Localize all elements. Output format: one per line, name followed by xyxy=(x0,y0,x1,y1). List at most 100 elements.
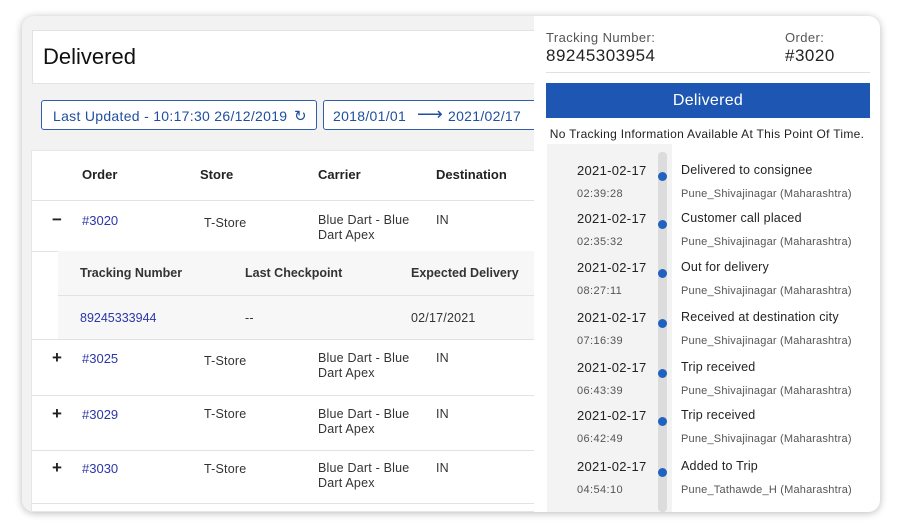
status-banner: Delivered xyxy=(546,83,870,118)
event-status: Added to Trip xyxy=(681,459,758,473)
no-tracking-notice: No Tracking Information Available At Thi… xyxy=(549,127,865,141)
event-status: Customer call placed xyxy=(681,211,802,225)
event-location: Pune_Shivajinagar (Maharashtra) xyxy=(681,285,852,297)
tracking-panel: Tracking Number: 89245303954 Order: #302… xyxy=(534,16,880,512)
event-status: Out for delivery xyxy=(681,260,769,274)
store-cell: T-Store xyxy=(204,462,247,476)
last-checkpoint-cell: -- xyxy=(245,311,254,325)
column-header-order: Order xyxy=(82,167,118,182)
last-updated-label: Last Updated - 10:17:30 26/12/2019 xyxy=(53,108,288,124)
event-time: 08:27:11 xyxy=(577,285,623,297)
timeline-track xyxy=(658,152,667,512)
column-header-destination: Destination xyxy=(436,167,507,182)
store-cell: T-Store xyxy=(204,407,247,421)
store-cell: T-Store xyxy=(204,216,247,230)
event-location: Pune_Shivajinagar (Maharashtra) xyxy=(681,188,852,200)
divider xyxy=(32,395,542,396)
event-date: 2021-02-17 xyxy=(577,260,647,275)
carrier-cell: Blue Dart - Blue Dart Apex xyxy=(318,461,410,490)
timeline-event: 2021-02-17 02:39:28 Delivered to consign… xyxy=(534,163,880,211)
divider xyxy=(32,339,542,340)
event-status: Received at destination city xyxy=(681,310,839,324)
subcolumn-header-expected-delivery: Expected Delivery xyxy=(411,266,519,280)
timeline-event: 2021-02-17 06:43:39 Trip received Pune_S… xyxy=(534,360,880,408)
order-link[interactable]: #3030 xyxy=(82,461,119,476)
event-time: 06:43:39 xyxy=(577,385,624,397)
expected-delivery-cell: 02/17/2021 xyxy=(411,311,476,325)
event-time: 02:35:32 xyxy=(577,236,624,248)
expand-icon[interactable]: + xyxy=(52,458,62,477)
timeline-dot-icon xyxy=(658,319,667,328)
tracking-number-value: 89245303954 xyxy=(546,46,656,65)
order-value: #3020 xyxy=(785,46,835,65)
divider xyxy=(32,200,542,201)
event-time: 02:39:28 xyxy=(577,188,624,200)
event-time: 04:54:10 xyxy=(577,484,624,496)
event-location: Pune_Shivajinagar (Maharashtra) xyxy=(681,236,852,248)
column-header-carrier: Carrier xyxy=(318,167,361,182)
orders-pane: Delivered Last Updated - 10:17:30 26/12/… xyxy=(22,16,554,512)
event-date: 2021-02-17 xyxy=(577,408,647,423)
event-time: 06:42:49 xyxy=(577,433,624,445)
destination-cell: IN xyxy=(436,407,449,421)
carrier-cell: Blue Dart - Blue Dart Apex xyxy=(318,351,410,380)
divider xyxy=(546,72,870,73)
date-from[interactable]: 2018/01/01 xyxy=(333,108,407,124)
carrier-cell: Blue Dart - Blue Dart Apex xyxy=(318,213,410,242)
order-link[interactable]: #3029 xyxy=(82,407,119,422)
expand-icon[interactable]: + xyxy=(52,348,62,367)
orders-table: Order Store Carrier Destination − #3020 … xyxy=(31,150,543,512)
event-location: Pune_Shivajinagar (Maharashtra) xyxy=(681,335,852,347)
timeline-date-column xyxy=(547,144,672,512)
tracking-number-link[interactable]: 89245333944 xyxy=(80,311,157,325)
timeline-event: 2021-02-17 07:16:39 Received at destinat… xyxy=(534,310,880,358)
event-location: Pune_Shivajinagar (Maharashtra) xyxy=(681,433,852,445)
event-location: Pune_Tathawde_H (Maharashtra) xyxy=(681,484,852,496)
event-status: Trip received xyxy=(681,360,756,374)
arrow-right-icon: ⟶ xyxy=(417,104,444,124)
page-header: Delivered xyxy=(32,30,554,84)
app-window: Delivered Last Updated - 10:17:30 26/12/… xyxy=(22,16,880,512)
carrier-cell: Blue Dart - Blue Dart Apex xyxy=(318,407,410,436)
timeline-dot-icon xyxy=(658,417,667,426)
event-date: 2021-02-17 xyxy=(577,360,647,375)
event-time: 07:16:39 xyxy=(577,335,624,347)
timeline-event: 2021-02-17 02:35:32 Customer call placed… xyxy=(534,211,880,259)
timeline-dot-icon xyxy=(658,468,667,477)
timeline-event: 2021-02-17 08:27:11 Out for delivery Pun… xyxy=(534,260,880,308)
date-range-picker[interactable]: 2018/01/01 ⟶ 2021/02/17 xyxy=(323,100,543,130)
event-location: Pune_Shivajinagar (Maharashtra) xyxy=(681,385,852,397)
destination-cell: IN xyxy=(436,351,449,365)
column-header-store: Store xyxy=(200,167,234,182)
tracking-subtable: Tracking Number Last Checkpoint Expected… xyxy=(58,251,542,339)
order-link[interactable]: #3025 xyxy=(82,351,119,366)
order-label: Order: xyxy=(785,30,825,45)
date-to[interactable]: 2021/02/17 xyxy=(448,108,522,124)
timeline-event: 2021-02-17 04:54:10 Added to Trip Pune_T… xyxy=(534,459,880,507)
timeline-event: 2021-02-17 06:42:49 Trip received Pune_S… xyxy=(534,408,880,456)
subcolumn-header-tracking-number: Tracking Number xyxy=(80,266,183,280)
tracking-number-label: Tracking Number: xyxy=(546,30,656,45)
divider xyxy=(32,450,542,451)
event-status: Trip received xyxy=(681,408,756,422)
order-link[interactable]: #3020 xyxy=(82,213,119,228)
timeline-dot-icon xyxy=(658,369,667,378)
store-cell: T-Store xyxy=(204,354,247,368)
refresh-button[interactable]: Last Updated - 10:17:30 26/12/2019 ↻ xyxy=(41,100,317,130)
event-date: 2021-02-17 xyxy=(577,163,647,178)
event-date: 2021-02-17 xyxy=(577,459,647,474)
subcolumn-header-last-checkpoint: Last Checkpoint xyxy=(245,266,343,280)
timeline-dot-icon xyxy=(658,172,667,181)
event-date: 2021-02-17 xyxy=(577,310,647,325)
destination-cell: IN xyxy=(436,461,449,475)
divider xyxy=(58,295,542,296)
expand-icon[interactable]: + xyxy=(52,404,62,423)
collapse-icon[interactable]: − xyxy=(52,210,62,229)
refresh-icon[interactable]: ↻ xyxy=(294,108,307,125)
destination-cell: IN xyxy=(436,213,449,227)
divider xyxy=(32,503,542,504)
page-title: Delivered xyxy=(43,44,136,69)
timeline-dot-icon xyxy=(658,269,667,278)
timeline-dot-icon xyxy=(658,220,667,229)
event-date: 2021-02-17 xyxy=(577,211,647,226)
